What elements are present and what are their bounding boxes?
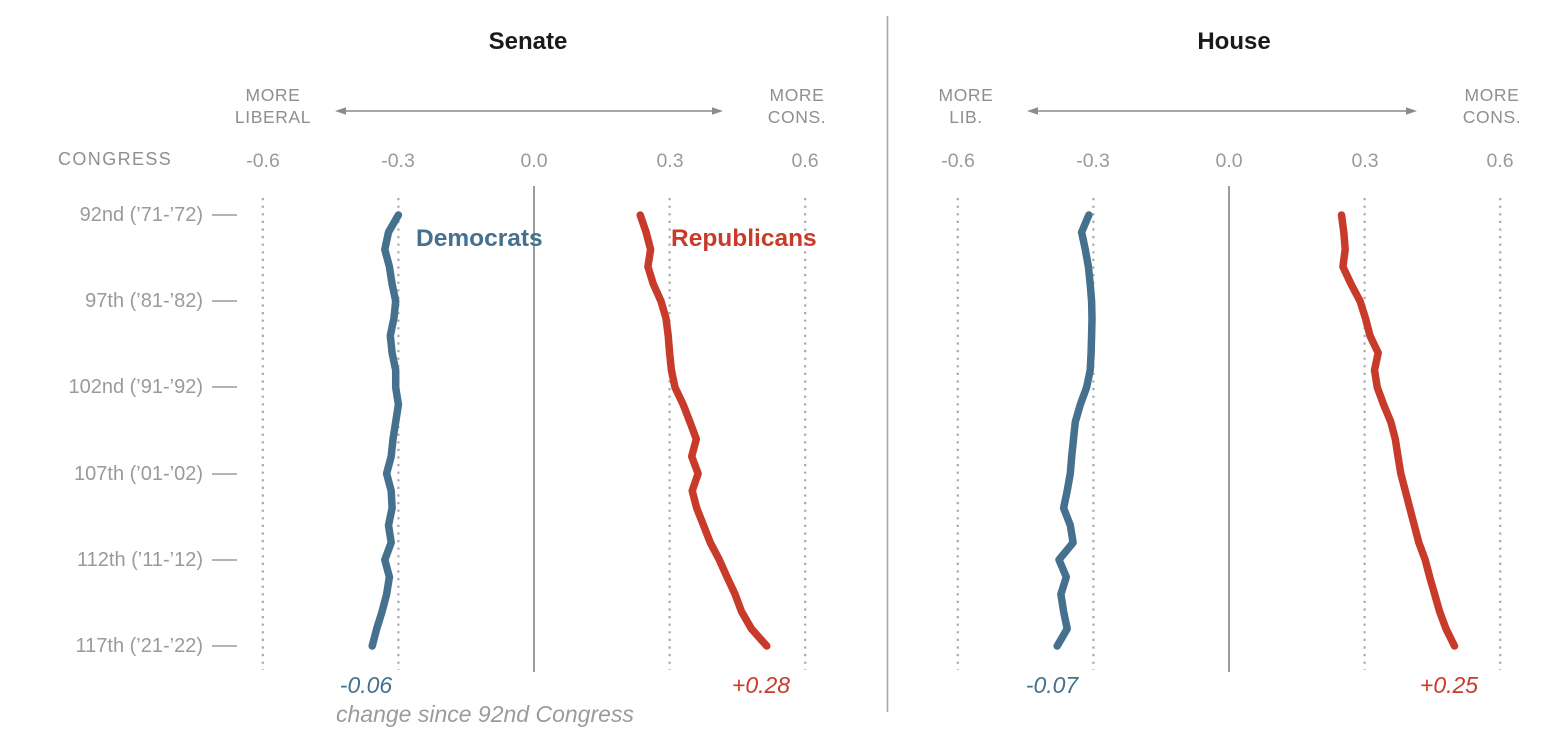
- house-tick--0.3: -0.3: [1076, 150, 1110, 172]
- democrats-series-label: Democrats: [416, 225, 543, 252]
- house-democrats-line: [1053, 211, 1096, 650]
- senate-arrow-left-head-icon: [335, 107, 346, 115]
- house-tick--0.6: -0.6: [941, 150, 975, 172]
- senate-tick-0.0: 0.0: [520, 150, 548, 172]
- house-more-liberal-label: MORE LIB.: [938, 85, 994, 127]
- congress-row-label: 112th (’11-’12): [77, 549, 203, 571]
- congress-row-label: 117th (’21-’22): [75, 635, 203, 657]
- house-more-conservative-label: MORE CONS.: [1462, 85, 1522, 127]
- row-tick-dash: [212, 472, 237, 476]
- senate-tick-0.6: 0.6: [791, 150, 819, 172]
- house-tick-0.3: 0.3: [1351, 150, 1379, 172]
- congress-row-label: 97th (’81-’82): [85, 290, 203, 312]
- congress-row-97th: 97th (’81-’82): [0, 288, 237, 314]
- house-tick-0.0: 0.0: [1215, 150, 1243, 172]
- house-arrow-right-head-icon: [1406, 107, 1417, 115]
- congress-row-label: 102nd (’91-’92): [68, 376, 203, 398]
- congress-column-header: CONGRESS: [58, 149, 173, 169]
- senate-tick--0.6: -0.6: [246, 150, 280, 172]
- congress-row-102nd: 102nd (’91-’92): [0, 374, 237, 400]
- senate-republicans-line: [636, 211, 771, 650]
- senate-more-conservative-label: MORE CONS.: [767, 85, 827, 127]
- senate-democrats-change-value: -0.06: [339, 672, 393, 698]
- senate-democrats-line: [368, 211, 403, 650]
- republicans-series-label: Republicans: [671, 225, 817, 252]
- senate-tick-0.3: 0.3: [656, 150, 684, 172]
- house-republicans-line: [1337, 211, 1459, 650]
- house-panel-title: House: [1197, 28, 1271, 55]
- senate-republicans-change-value: +0.28: [731, 672, 791, 698]
- congress-row-label: 92nd (’71-’72): [79, 204, 203, 226]
- congress-row-label: 107th (’01-’02): [74, 463, 203, 485]
- row-tick-dash: [212, 299, 237, 303]
- house-arrow-left-head-icon: [1027, 107, 1038, 115]
- senate-tick--0.3: -0.3: [381, 150, 415, 172]
- house-tick-0.6: 0.6: [1486, 150, 1514, 172]
- congress-row-107th: 107th (’01-’02): [0, 461, 237, 487]
- congress-row-117th: 117th (’21-’22): [0, 633, 237, 659]
- senate-panel-title: Senate: [488, 28, 568, 55]
- senate-more-liberal-label: MORE LIBERAL: [234, 85, 312, 127]
- row-tick-dash: [212, 213, 237, 217]
- house-democrats-change-value: -0.07: [1025, 672, 1079, 698]
- row-tick-dash: [212, 558, 237, 562]
- row-tick-dash: [212, 644, 237, 648]
- congress-row-112th: 112th (’11-’12): [0, 547, 237, 573]
- house-republicans-change-value: +0.25: [1419, 672, 1479, 698]
- congress-row-92nd: 92nd (’71-’72): [0, 202, 237, 228]
- change-caption: change since 92nd Congress: [336, 701, 634, 727]
- senate-arrow-right-head-icon: [712, 107, 723, 115]
- row-tick-dash: [212, 385, 237, 389]
